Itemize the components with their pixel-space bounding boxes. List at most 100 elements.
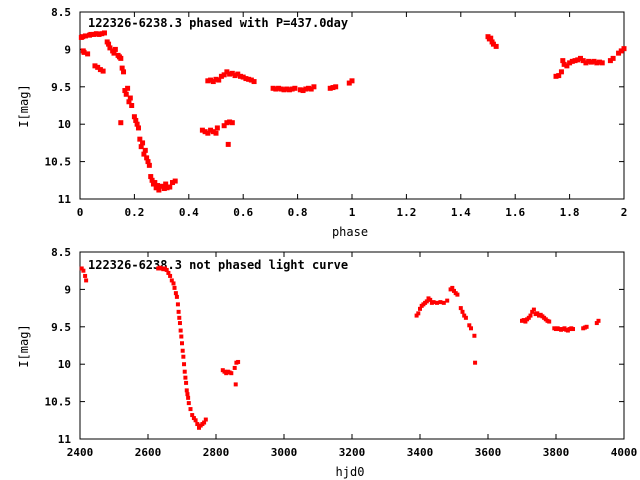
x-tick-label: 0.4 — [179, 206, 199, 219]
data-point — [208, 127, 214, 133]
y-tick-labels: 8.5 9 9.5 10 10.5 11 — [45, 6, 624, 206]
data-point — [181, 354, 186, 359]
y-tick-label: 10.5 — [45, 156, 72, 169]
data-point — [530, 309, 535, 314]
data-point — [81, 49, 87, 55]
data-point — [575, 57, 581, 63]
data-point — [216, 77, 222, 83]
data-point — [229, 371, 234, 376]
x-tick-label: 2600 — [135, 446, 162, 459]
data-point — [235, 71, 241, 77]
data-point — [131, 114, 137, 120]
data-point — [414, 313, 419, 318]
data-point — [197, 425, 201, 430]
data-point — [202, 420, 207, 425]
data-point — [229, 70, 235, 76]
data-point — [186, 395, 191, 400]
data-point — [561, 61, 567, 67]
data-point — [284, 86, 290, 92]
data-point — [178, 328, 183, 333]
data-point — [93, 31, 99, 37]
data-point — [232, 73, 238, 79]
data-point — [463, 315, 468, 320]
data-point — [145, 159, 151, 165]
data-point — [416, 311, 421, 316]
plot-frame — [79, 251, 625, 440]
data-point — [169, 278, 174, 283]
data-point — [193, 418, 198, 423]
data-point — [580, 58, 586, 64]
data-point — [205, 130, 211, 136]
data-point — [111, 50, 117, 56]
data-point — [224, 120, 230, 126]
data-point — [428, 297, 433, 302]
data-point — [248, 77, 254, 83]
y-tick-label: 11 — [58, 433, 72, 446]
x-tick-label: 1.2 — [396, 206, 416, 219]
data-point — [273, 86, 279, 92]
data-point — [138, 144, 144, 150]
data-point — [236, 359, 241, 364]
data-point — [119, 65, 125, 71]
data-point — [569, 58, 575, 64]
data-point — [583, 60, 589, 66]
data-point — [490, 41, 496, 47]
data-point — [441, 300, 446, 305]
data-point — [469, 326, 473, 331]
data-point — [179, 334, 184, 339]
data-point — [572, 58, 578, 64]
data-point — [229, 120, 235, 126]
data-point — [531, 307, 536, 312]
data-point — [199, 127, 205, 133]
y-tick-label: 11 — [58, 193, 72, 206]
data-point — [152, 180, 158, 186]
data-point — [99, 31, 105, 37]
data-point — [149, 177, 155, 183]
data-point — [564, 63, 570, 69]
x-tick-label: 2 — [621, 206, 628, 219]
data-point — [88, 31, 94, 37]
y-axis-label: I[mag] — [17, 324, 31, 367]
data-points — [79, 265, 601, 430]
data-point — [137, 136, 143, 142]
data-point — [84, 278, 89, 283]
data-point — [233, 382, 238, 387]
data-point — [140, 140, 146, 146]
data-point — [190, 413, 195, 418]
data-point — [202, 129, 208, 135]
data-point — [460, 309, 465, 314]
y-tick-label: 10 — [58, 118, 71, 131]
data-point — [159, 183, 165, 189]
data-point — [122, 88, 128, 94]
data-point — [327, 85, 333, 91]
data-point — [227, 71, 233, 77]
data-point — [134, 121, 140, 127]
y-tick-labels: 8.5 9 9.5 10 10.5 11 — [45, 246, 624, 446]
data-point — [596, 318, 601, 323]
data-point — [560, 58, 566, 64]
x-axis-label: phase — [332, 225, 368, 239]
data-point — [435, 300, 439, 305]
data-point — [203, 417, 208, 422]
data-point — [125, 85, 131, 91]
data-point — [303, 86, 309, 92]
y-tick-label: 9.5 — [51, 81, 71, 94]
x-tick-label: 1.8 — [560, 206, 580, 219]
data-point — [588, 59, 594, 65]
x-tick-label: 1.4 — [451, 206, 471, 219]
y-tick-label: 10.5 — [45, 396, 72, 409]
data-point — [473, 360, 478, 365]
data-point — [225, 141, 231, 147]
y-tick-label: 8.5 — [51, 6, 71, 19]
data-point — [80, 34, 86, 40]
data-point — [148, 174, 154, 180]
data-point — [146, 162, 152, 168]
data-point — [297, 87, 303, 93]
data-point — [174, 294, 179, 299]
data-point — [418, 306, 422, 311]
data-point — [221, 72, 227, 78]
x-tick-label: 3400 — [407, 446, 434, 459]
data-point — [163, 181, 169, 187]
data-point — [101, 30, 107, 36]
x-tick-label: 0 — [77, 206, 84, 219]
